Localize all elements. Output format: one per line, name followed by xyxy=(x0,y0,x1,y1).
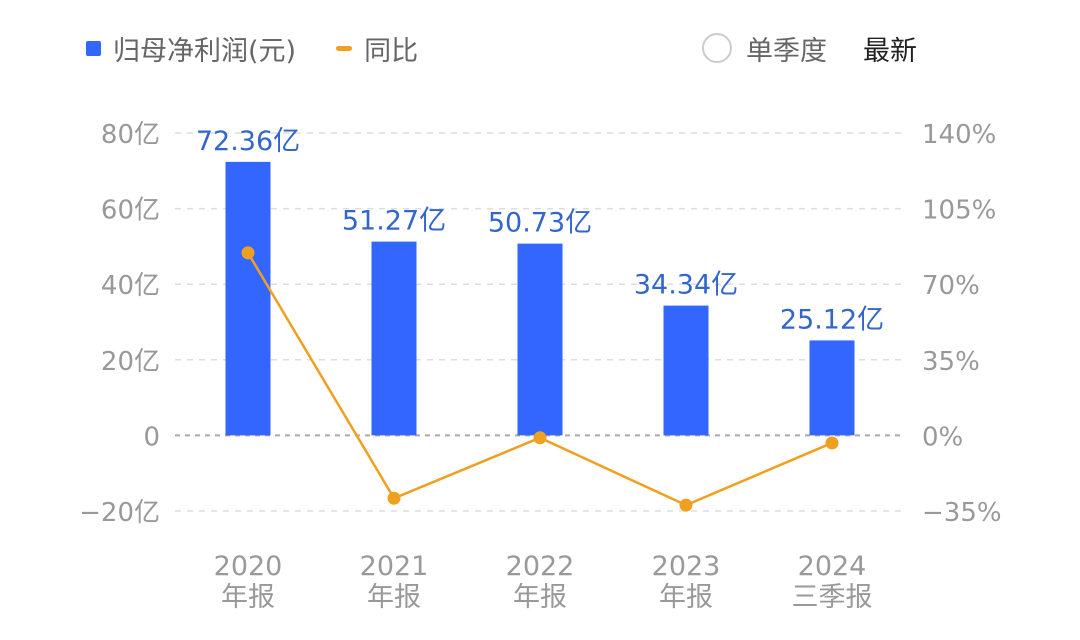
x-tick-label-year: 2020 xyxy=(214,551,283,582)
bar xyxy=(371,241,417,436)
line-series-swatch xyxy=(336,45,353,51)
latest-toggle[interactable]: 最新 xyxy=(863,35,917,67)
bar xyxy=(663,305,709,436)
y-right-tick-label: 0% xyxy=(922,422,963,452)
bar-value-label: 50.73亿 xyxy=(488,208,592,239)
x-tick-label-year: 2023 xyxy=(652,551,721,582)
quarterly-radio[interactable] xyxy=(702,33,732,63)
x-tick-label-period: 年报 xyxy=(659,582,713,613)
x-tick-label-period: 三季报 xyxy=(792,582,873,613)
yoy-point xyxy=(679,498,693,512)
x-tick-label-period: 年报 xyxy=(513,582,567,613)
bar-value-label: 51.27亿 xyxy=(342,206,446,237)
y-left-tick-label: 60亿 xyxy=(101,196,160,226)
y-left-tick-label: 80亿 xyxy=(101,120,160,150)
bar-value-label: 25.12亿 xyxy=(780,304,884,335)
y-right-tick-label: 35% xyxy=(922,347,980,377)
y-left-tick-label: −20亿 xyxy=(79,498,160,528)
legend-item-yoy[interactable]: 同比 xyxy=(336,29,418,68)
y-right-tick-label: 70% xyxy=(922,271,980,301)
legend-label-net-profit: 归母净利润(元) xyxy=(113,35,297,67)
x-tick-label-period: 年报 xyxy=(221,582,275,613)
chart-legend: 归母净利润(元) 同比 xyxy=(86,22,458,74)
legend-label-yoy: 同比 xyxy=(364,35,419,67)
y-right-tick-label: 105% xyxy=(922,196,996,226)
chart-controls: 单季度 最新 xyxy=(702,22,917,74)
legend-item-net-profit[interactable]: 归母净利润(元) xyxy=(86,29,296,68)
x-tick-label-period: 年报 xyxy=(367,582,421,613)
bar-value-label: 72.36亿 xyxy=(196,126,300,157)
bar xyxy=(225,161,271,436)
y-right-tick-label: 140% xyxy=(922,120,996,150)
y-right-tick-label: −35% xyxy=(922,498,1002,528)
y-left-tick-label: 0 xyxy=(143,422,160,452)
x-tick-label-year: 2021 xyxy=(360,551,429,582)
yoy-point xyxy=(533,431,547,445)
bar-series-swatch xyxy=(86,40,101,56)
x-tick-label-year: 2024 xyxy=(798,551,867,582)
x-tick-label-year: 2022 xyxy=(506,551,575,582)
bar-value-label: 34.34亿 xyxy=(634,270,738,301)
y-left-tick-label: 20亿 xyxy=(101,347,160,377)
bar xyxy=(809,340,855,436)
yoy-point xyxy=(241,246,255,260)
bar xyxy=(517,243,563,436)
yoy-point xyxy=(825,436,839,450)
y-left-tick-label: 40亿 xyxy=(101,271,160,301)
yoy-point xyxy=(387,491,401,505)
quarterly-label[interactable]: 单季度 xyxy=(746,35,827,67)
